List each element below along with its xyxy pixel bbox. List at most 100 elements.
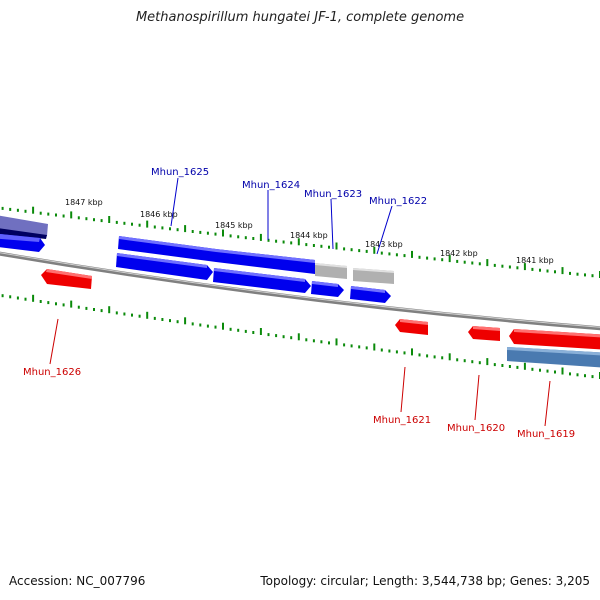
inner-track-minor-tick	[531, 367, 534, 371]
gene-forward-lower-3[interactable]	[311, 281, 344, 297]
inner-track-minor-tick	[62, 303, 65, 307]
inner-track-minor-tick	[380, 348, 383, 352]
inner-track-major-tick	[486, 358, 489, 366]
inner-track-major-tick	[146, 311, 149, 319]
outer-track-minor-tick	[199, 230, 202, 234]
outer-track-major-tick	[335, 242, 338, 250]
outer-track-major-tick	[523, 263, 526, 271]
outer-track-minor-tick	[55, 213, 57, 217]
gene-forward-offscreen-left[interactable]	[0, 214, 48, 252]
inner-track-minor-tick	[138, 314, 141, 318]
gene-forward-mhun-1623[interactable]	[315, 263, 347, 279]
inner-track-minor-tick	[9, 295, 12, 299]
inner-track-minor-tick	[433, 355, 436, 359]
gene-label-mhun-1621: Mhun_1621	[373, 415, 431, 426]
inner-track-minor-tick	[395, 350, 398, 354]
inner-track-minor-tick	[350, 344, 353, 348]
gene-label-group-mhun-1620: Mhun_1620	[447, 374, 505, 434]
inner-track-minor-tick	[16, 296, 19, 300]
outer-track-minor-tick	[138, 223, 141, 227]
outer-track-minor-tick	[9, 207, 12, 211]
gene-reverse-mhun-1621[interactable]	[395, 319, 428, 335]
outer-track-minor-tick	[395, 253, 398, 257]
inner-track-minor-tick	[199, 323, 202, 327]
outer-track-minor-tick	[115, 220, 118, 224]
inner-track-minor-tick	[214, 325, 217, 329]
inner-track-minor-tick	[478, 361, 481, 365]
map-title: Methanospirillum hungatei JF-1, complete…	[135, 10, 465, 25]
inner-track-minor-tick	[569, 372, 571, 376]
outer-track-major-tick	[561, 267, 564, 275]
inner-track-minor-tick	[176, 320, 179, 324]
inner-track-minor-tick	[244, 329, 247, 333]
inner-track-minor-tick	[471, 360, 474, 364]
inner-track-minor-tick	[206, 324, 209, 328]
gene-reverse-steelblue[interactable]	[507, 347, 600, 368]
inner-track-minor-tick	[123, 312, 126, 316]
inner-track-minor-tick	[501, 364, 504, 367]
inner-track-major-tick	[259, 328, 262, 335]
inner-track-minor-tick	[191, 322, 194, 326]
gene-forward-lower-1[interactable]	[116, 253, 213, 280]
tick-track-inner	[1, 294, 600, 379]
outer-track-minor-tick	[358, 249, 361, 253]
gene-label-mhun-1619: Mhun_1619	[517, 429, 575, 440]
outer-track-minor-tick	[546, 269, 549, 273]
tick-label: 1847 kbp	[65, 198, 103, 207]
inner-track-minor-tick	[516, 365, 519, 369]
tick-label: 1843 kbp	[365, 240, 403, 249]
inner-track-minor-tick	[237, 328, 240, 332]
outer-track-minor-tick	[229, 234, 232, 238]
outer-track-minor-tick	[471, 261, 474, 265]
outer-track-minor-tick	[191, 230, 194, 233]
outer-track-minor-tick	[343, 247, 346, 251]
accession-label: Accession: NC_007796	[9, 574, 146, 588]
outer-track-minor-tick	[441, 258, 444, 262]
outer-track-minor-tick	[252, 237, 255, 240]
gene-forward-mhun-1625[interactable]	[118, 236, 216, 262]
outer-track-minor-tick	[62, 214, 65, 218]
gene-forward-lower-2[interactable]	[213, 268, 311, 293]
outer-track-minor-tick	[282, 240, 285, 244]
gene-label-group-mhun-1619: Mhun_1619	[517, 380, 575, 440]
outer-track-minor-tick	[516, 266, 519, 270]
outer-track-minor-tick	[403, 254, 406, 258]
inner-track-minor-tick	[77, 305, 80, 309]
inner-track-minor-tick	[55, 302, 57, 306]
inner-track-major-tick	[70, 300, 73, 308]
outer-track-minor-tick	[176, 228, 179, 232]
outer-track-minor-tick	[161, 226, 164, 230]
outer-track-minor-tick	[131, 222, 133, 226]
inner-track-minor-tick	[93, 308, 95, 311]
inner-track-minor-tick	[131, 313, 133, 317]
gene-label-mhun-1625: Mhun_1625	[151, 167, 209, 178]
inner-track-major-tick	[448, 353, 451, 361]
outer-track-minor-tick	[501, 264, 504, 268]
outer-track-minor-tick	[312, 244, 315, 247]
gene-forward-mhun-1624[interactable]	[216, 249, 315, 274]
inner-track-major-tick	[411, 348, 413, 356]
gene-label-mhun-1620: Mhun_1620	[447, 423, 505, 434]
inner-track-minor-tick	[463, 359, 466, 363]
genome-backbone	[0, 251, 600, 331]
gene-label-mhun-1626: Mhun_1626	[23, 367, 81, 378]
gene-reverse-mhun-1626[interactable]	[41, 269, 92, 289]
gene-reverse-mhun-1620[interactable]	[468, 326, 500, 341]
outer-track-minor-tick	[77, 216, 80, 220]
gene-forward-lower-4[interactable]	[350, 286, 391, 303]
outer-track-minor-tick	[426, 256, 429, 260]
gene-label-mhun-1622: Mhun_1622	[369, 196, 427, 207]
gene-forward-mhun-1622[interactable]	[353, 268, 394, 284]
gene-label-group-mhun-1622: Mhun_1622	[369, 196, 427, 255]
outer-track-minor-tick	[380, 251, 383, 255]
gene-label-group-mhun-1623: Mhun_1623	[304, 189, 362, 250]
inner-track-minor-tick	[388, 349, 391, 353]
gene-reverse-mhun-1619[interactable]	[509, 329, 600, 350]
inner-track-minor-tick	[312, 339, 315, 343]
outer-track-major-tick	[146, 220, 149, 228]
outer-track-minor-tick	[275, 239, 278, 243]
inner-track-minor-tick	[290, 336, 293, 340]
inner-track-major-tick	[108, 306, 111, 314]
outer-track-minor-tick	[169, 227, 171, 231]
outer-track-minor-tick	[237, 235, 240, 239]
